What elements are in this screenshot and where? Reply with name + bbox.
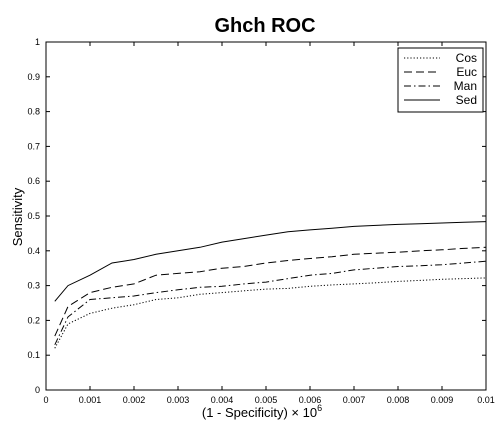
y-tick-label: 0.5 bbox=[27, 211, 40, 221]
legend-label-sed: Sed bbox=[456, 93, 477, 107]
x-tick-label: 0.006 bbox=[299, 395, 322, 405]
legend-box bbox=[397, 47, 484, 113]
chart-title: Ghch ROC bbox=[214, 15, 315, 37]
legend-label-man: Man bbox=[454, 79, 477, 93]
x-tick-label: 0.005 bbox=[255, 395, 278, 405]
x-tick-label: 0.002 bbox=[123, 395, 146, 405]
series-line-cos bbox=[54, 277, 487, 349]
legend-label-euc: Euc bbox=[456, 65, 477, 79]
y-axis-label: Sensitivity bbox=[10, 187, 25, 246]
legend-label-cos: Cos bbox=[456, 51, 477, 65]
x-tick-label: 0.009 bbox=[431, 395, 454, 405]
x-axis-label-text: (1 - Specificity) × 10 bbox=[202, 405, 317, 420]
x-axis-label: (1 - Specificity) × 106 bbox=[202, 403, 322, 420]
series-lines bbox=[54, 221, 487, 349]
x-tick-label: 0.001 bbox=[79, 395, 102, 405]
axis-ticks: 0 0.001 0.002 0.003 0.004 0.005 0.006 0.007 0.00… bbox=[27, 37, 494, 405]
y-tick-label: 0.7 bbox=[27, 141, 40, 151]
x-axis-label-exponent: 6 bbox=[317, 403, 322, 413]
y-tick-label: 0.2 bbox=[27, 315, 40, 325]
y-tick-label: 0.1 bbox=[27, 350, 40, 360]
y-tick-label: 0.8 bbox=[27, 107, 40, 117]
y-tick-label: 0.4 bbox=[27, 246, 40, 256]
x-tick-label: 0 bbox=[43, 395, 48, 405]
y-tick-label: 0.9 bbox=[27, 72, 40, 82]
x-tick-label: 0.01 bbox=[477, 395, 495, 405]
y-tick-label: 0 bbox=[35, 385, 40, 395]
series-line-sed bbox=[54, 221, 487, 302]
y-tick-label: 0.3 bbox=[27, 281, 40, 291]
y-tick-label: 0.6 bbox=[27, 176, 40, 186]
x-tick-label: 0.008 bbox=[387, 395, 410, 405]
x-tick-label: 0.003 bbox=[167, 395, 190, 405]
x-tick-label: 0.007 bbox=[343, 395, 366, 405]
series-line-euc bbox=[54, 246, 487, 337]
y-tick-label: 1 bbox=[35, 37, 40, 47]
series-line-man bbox=[54, 260, 487, 346]
x-tick-label: 0.004 bbox=[211, 395, 234, 405]
